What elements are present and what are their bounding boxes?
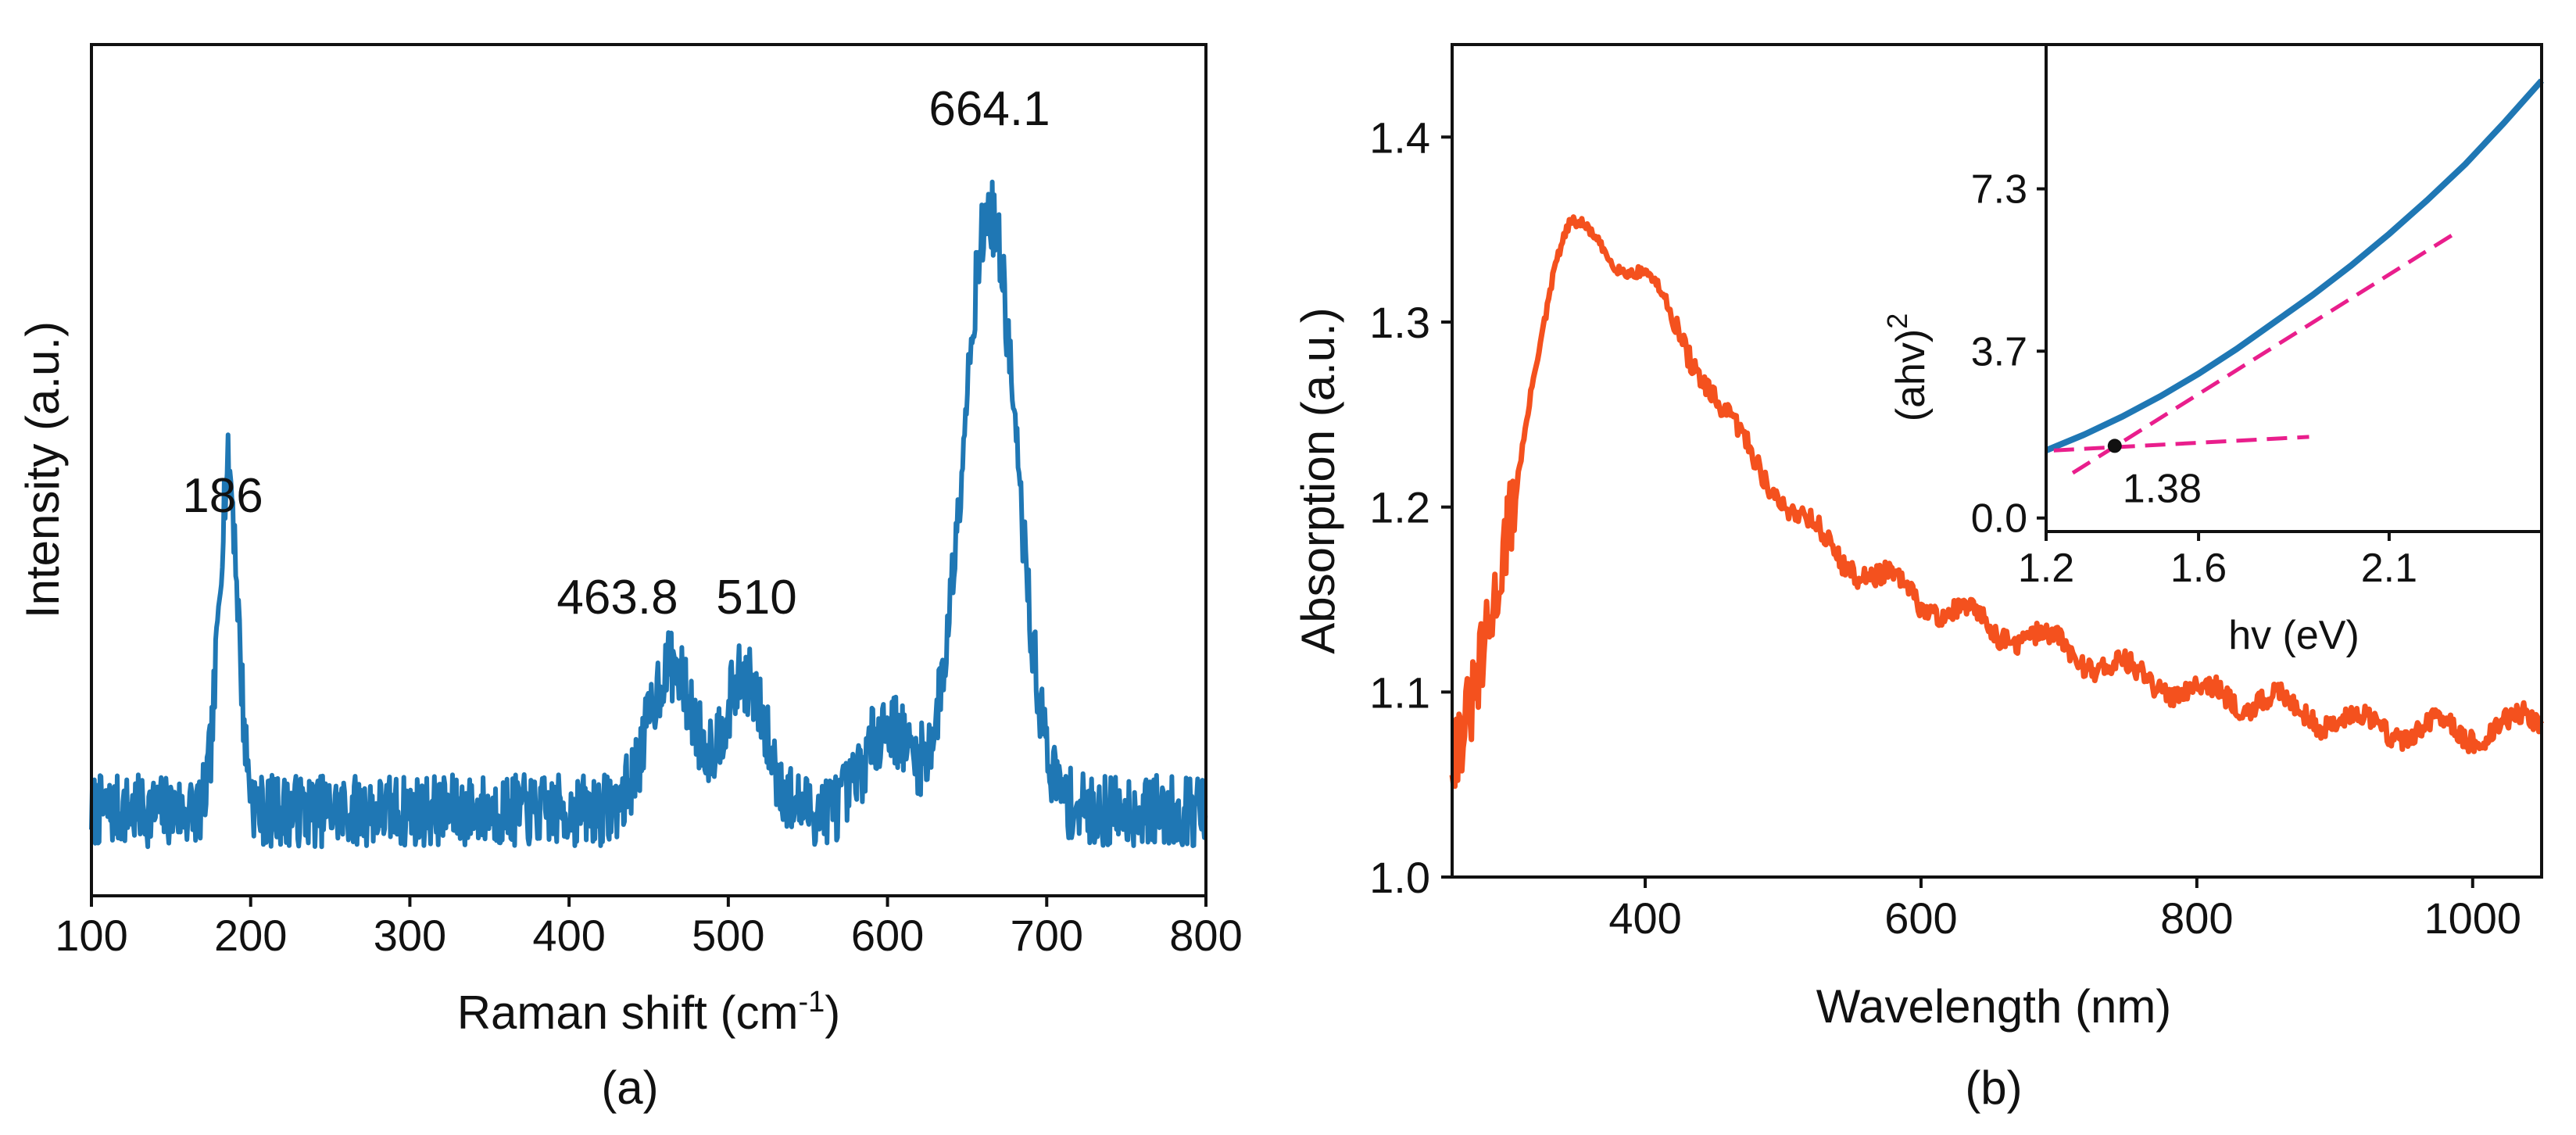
panel-a-xlabel-main: Raman shift (cm bbox=[457, 986, 799, 1039]
inset-ytick-label-3.7: 3.7 bbox=[1971, 329, 2027, 374]
b-ytick-label-1.3: 1.3 bbox=[1369, 298, 1430, 347]
inset-xlabel: hv (eV) bbox=[2228, 613, 2360, 658]
inset-background bbox=[2046, 45, 2542, 532]
a-xtick-label-700: 700 bbox=[1011, 911, 1083, 960]
b-ytick-label-1.0: 1.0 bbox=[1369, 853, 1430, 902]
bandgap-inset: 1.38 1.2 1.6 2.1 0.0 3.7 7.3 hv (eV) (ahv)2 bbox=[1881, 43, 2544, 658]
a-xtick-label-300: 300 bbox=[374, 911, 446, 960]
peak-label-463.8: 463.8 bbox=[556, 571, 678, 625]
inset-ytick-label-0.0: 0.0 bbox=[1971, 496, 2027, 542]
inset-x-ticks: 1.2 1.6 2.1 bbox=[2018, 532, 2417, 591]
inset-ylabel-main: (ahv) bbox=[1888, 329, 1934, 421]
inset-y-ticks: 0.0 3.7 7.3 bbox=[1971, 167, 2046, 542]
panel-a-ylabel: Intensity (a.u.) bbox=[16, 321, 69, 618]
raman-spectrum-line bbox=[89, 179, 1208, 850]
inset-xtick-label-1.2: 1.2 bbox=[2018, 546, 2074, 591]
bandgap-intercept-point bbox=[2107, 439, 2122, 453]
b-xtick-label-400: 400 bbox=[1608, 893, 1681, 943]
panel-a-caption: (a) bbox=[601, 1062, 658, 1114]
panel-b-absorption: 400 600 800 1000 1.0 1.1 1.2 1.3 1.4 Absorption… bbox=[1292, 43, 2545, 1114]
a-xtick-label-100: 100 bbox=[55, 911, 127, 960]
b-ytick-label-1.4: 1.4 bbox=[1369, 113, 1430, 162]
inset-xtick-label-1.6: 1.6 bbox=[2170, 546, 2227, 591]
panel-b-caption: (b) bbox=[1965, 1062, 2022, 1114]
inset-ytick-label-7.3: 7.3 bbox=[1971, 167, 2027, 213]
tauc-tangent-fit bbox=[2071, 232, 2456, 475]
panel-a-raman: 100 200 300 400 500 600 700 800 186 463.8 510 664.… bbox=[16, 43, 1243, 1114]
a-xtick-label-200: 200 bbox=[214, 911, 287, 960]
peak-label-510: 510 bbox=[716, 571, 796, 625]
b-xtick-label-1000: 1000 bbox=[2424, 893, 2521, 943]
panel-b-xlabel: Wavelength (nm) bbox=[1816, 980, 2172, 1033]
a-xtick-label-400: 400 bbox=[532, 911, 605, 960]
tauc-baseline-fit bbox=[2053, 435, 2309, 453]
inset-ylabel-sup: 2 bbox=[1881, 313, 1913, 329]
a-xtick-label-800: 800 bbox=[1169, 911, 1242, 960]
a-xtick-label-500: 500 bbox=[692, 911, 764, 960]
peak-label-664.1: 664.1 bbox=[928, 82, 1050, 136]
b-ytick-label-1.1: 1.1 bbox=[1369, 668, 1430, 717]
panel-a-peak-labels: 186 463.8 510 664.1 bbox=[182, 82, 1050, 625]
panel-a-x-ticks: 100 200 300 400 500 600 700 800 bbox=[55, 896, 1243, 960]
absorption-spectrum-line bbox=[1449, 214, 2545, 789]
peak-label-186: 186 bbox=[182, 469, 263, 523]
panel-b-ylabel: Absorption (a.u.) bbox=[1292, 307, 1344, 654]
inset-frame bbox=[2045, 43, 2543, 533]
panel-a-xlabel: Raman shift (cm-1) bbox=[457, 986, 841, 1039]
panel-a-xlabel-tail: ) bbox=[825, 986, 840, 1039]
panel-a-xlabel-sup: -1 bbox=[798, 986, 825, 1019]
panel-a-frame bbox=[90, 43, 1208, 897]
a-xtick-label-600: 600 bbox=[851, 911, 924, 960]
b-xtick-label-800: 800 bbox=[2160, 893, 2233, 943]
bandgap-value-label: 1.38 bbox=[2123, 466, 2202, 511]
panel-b-x-ticks: 400 600 800 1000 bbox=[1608, 877, 2521, 943]
b-xtick-label-600: 600 bbox=[1884, 893, 1957, 943]
inset-xtick-label-2.1: 2.1 bbox=[2361, 546, 2417, 591]
inset-ylabel: (ahv)2 bbox=[1881, 313, 1934, 422]
b-ytick-label-1.2: 1.2 bbox=[1369, 483, 1430, 532]
tauc-curve bbox=[2045, 78, 2544, 453]
panel-b-y-ticks: 1.0 1.1 1.2 1.3 1.4 bbox=[1369, 113, 1452, 902]
